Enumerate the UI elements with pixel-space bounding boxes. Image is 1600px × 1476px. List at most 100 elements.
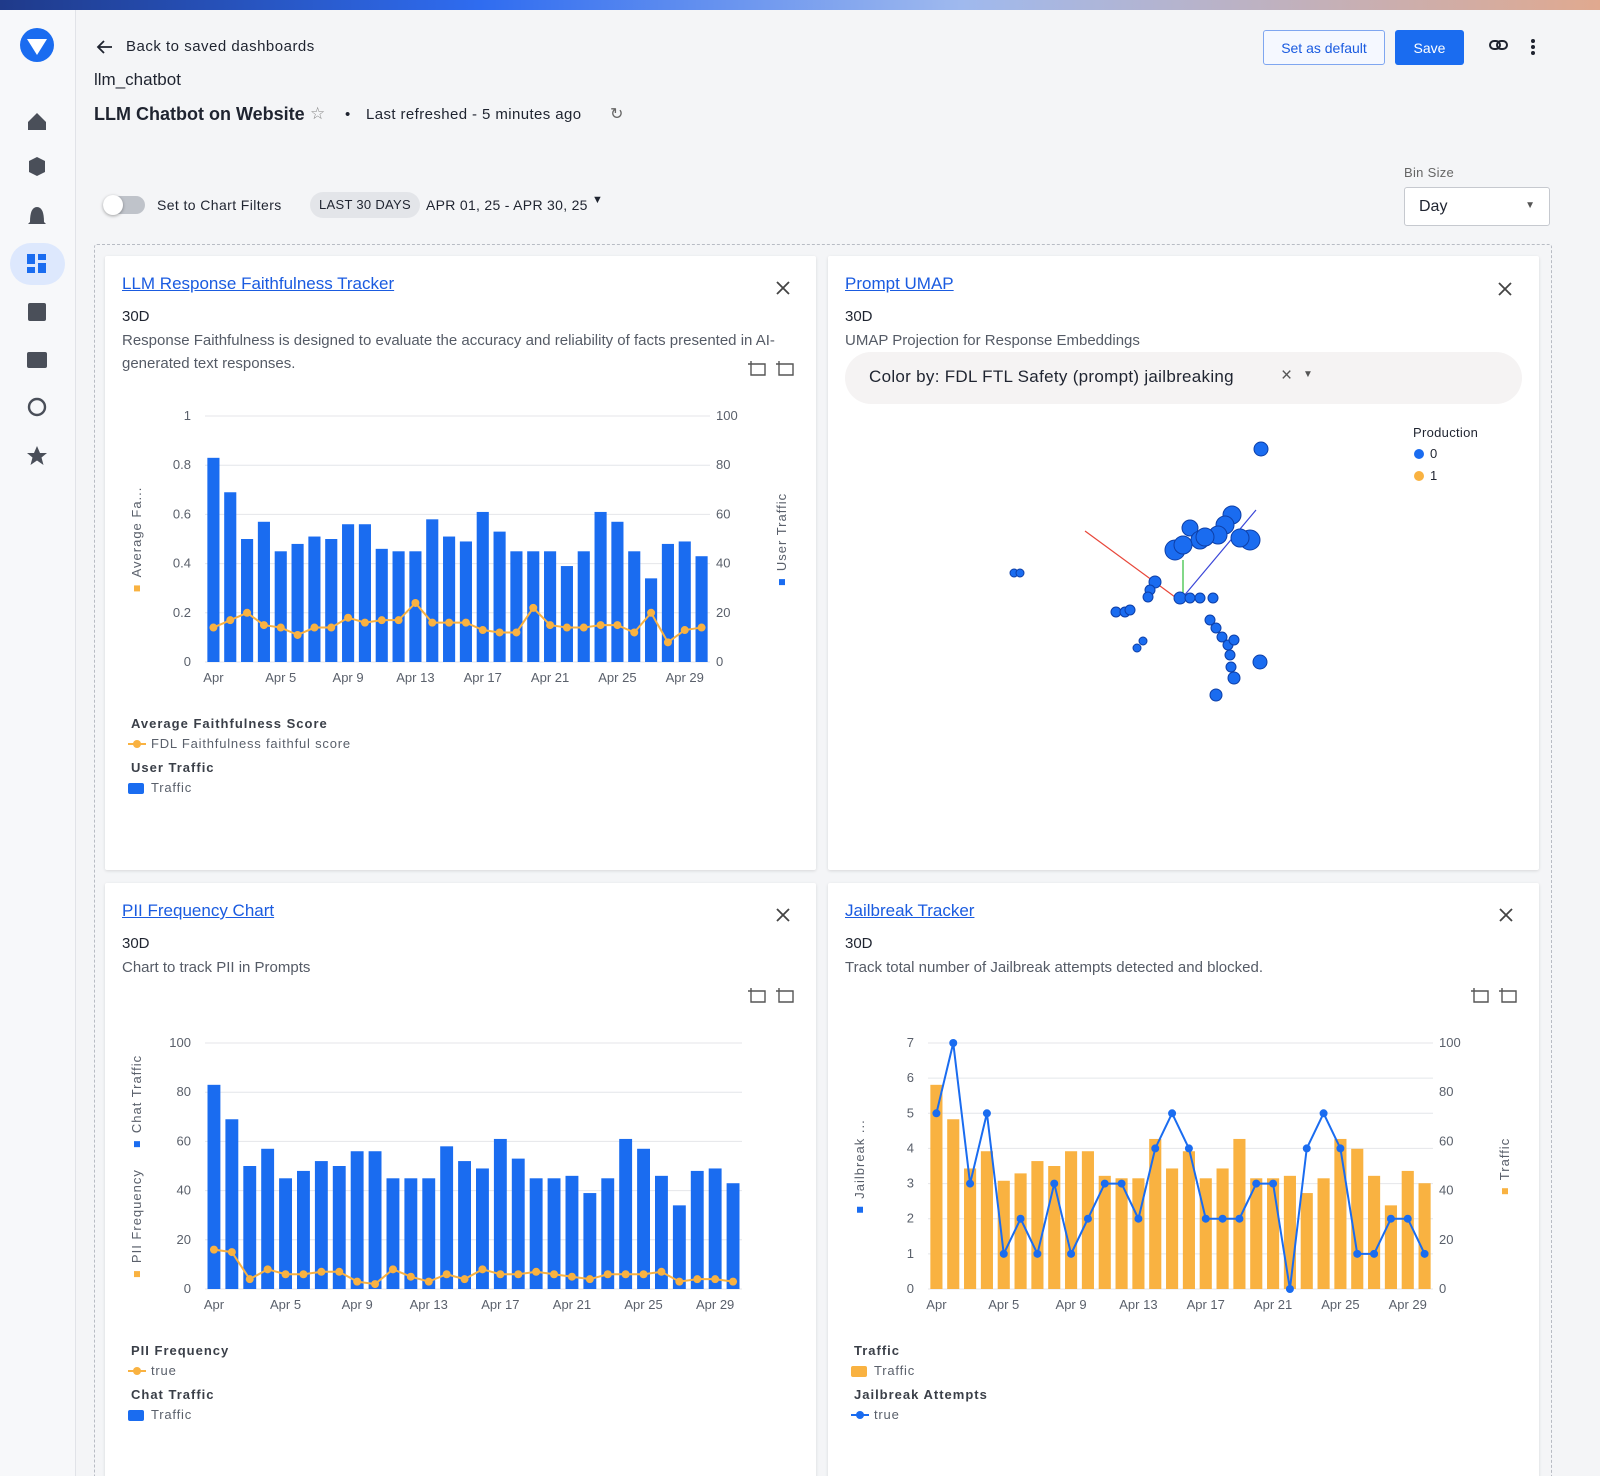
refresh-icon[interactable]: ↻ [610, 106, 624, 123]
legend-title: Production [1413, 425, 1479, 440]
nav-favorites[interactable] [27, 446, 47, 465]
line-point [680, 626, 689, 635]
bin-size-select[interactable]: Day ▼ [1404, 187, 1550, 226]
nav-alerts[interactable] [28, 207, 46, 224]
date-range[interactable]: APR 01, 25 - APR 30, 25 [426, 197, 588, 213]
bar [422, 1178, 436, 1289]
save-button[interactable]: Save [1395, 30, 1464, 65]
panel-action-icon[interactable] [1471, 988, 1489, 1003]
bar [225, 1119, 239, 1289]
close-button[interactable] [776, 908, 790, 922]
line-point [495, 628, 504, 637]
bar [1250, 1178, 1263, 1289]
bar [392, 551, 405, 662]
line-point [1100, 1179, 1109, 1188]
panel-title[interactable]: Prompt UMAP [845, 274, 954, 293]
legend-group-title: Jailbreak Attempts [854, 1387, 988, 1402]
nav-models[interactable] [29, 157, 45, 176]
close-button[interactable] [776, 281, 790, 295]
nav-dashboards[interactable] [27, 254, 46, 273]
line-point [276, 623, 285, 632]
more-icon[interactable] [1526, 38, 1540, 58]
panel-period: 30D [122, 935, 150, 952]
line-point [663, 638, 672, 647]
line-point [496, 1270, 505, 1279]
bar [279, 1178, 292, 1289]
panel-action-icon[interactable] [748, 361, 766, 376]
bar [690, 1170, 704, 1289]
legend-label: FDL Faithfulness faithful score [151, 736, 351, 751]
back-arrow[interactable] [95, 38, 115, 58]
nav-charts[interactable] [28, 303, 46, 321]
clear-icon[interactable]: × [1281, 365, 1293, 386]
bar [1065, 1151, 1078, 1289]
legend-group-title: User Traffic [131, 760, 215, 775]
bar [1300, 1193, 1313, 1289]
line-point [424, 1277, 433, 1286]
y2-tick-label: 80 [716, 457, 730, 472]
umap-point [1173, 591, 1187, 605]
axis-label-swatch [134, 1141, 140, 1148]
panel-action-icon[interactable] [776, 361, 794, 376]
bar [207, 457, 220, 662]
panel-title[interactable]: Jailbreak Tracker [845, 901, 975, 920]
y-tick-label: 100 [169, 1035, 191, 1050]
line-point [1117, 1179, 1126, 1188]
panel-action-icon[interactable] [1499, 988, 1517, 1003]
umap-points [1009, 441, 1269, 702]
x-tick-label: Apr 21 [553, 1297, 591, 1312]
line-point [344, 613, 353, 622]
bar [243, 1166, 257, 1289]
date-dropdown-arrow[interactable]: ▼ [592, 194, 603, 206]
panel-title[interactable]: LLM Response Faithfulness Tracker [122, 274, 395, 293]
close-button[interactable] [1499, 908, 1513, 922]
panel-title[interactable]: PII Frequency Chart [122, 901, 275, 920]
line-point [1336, 1144, 1345, 1153]
nav-home[interactable] [28, 113, 46, 130]
y-tick-label: 0.8 [173, 457, 191, 472]
nav-history[interactable] [27, 397, 47, 417]
umap-point [1228, 634, 1240, 646]
bar [560, 566, 573, 662]
toggle[interactable] [103, 195, 145, 215]
y2-tick-label: 20 [716, 605, 730, 620]
x-tick-label: Apr 5 [265, 670, 296, 685]
bar [1014, 1173, 1027, 1289]
link-icon[interactable] [1488, 36, 1510, 56]
line-point [353, 1277, 362, 1286]
line-point [243, 608, 252, 617]
panel-period: 30D [122, 308, 150, 325]
bar [583, 1193, 597, 1289]
range-chip[interactable]: LAST 30 DAYS [310, 192, 420, 218]
y-tick-label: 0.2 [173, 605, 191, 620]
chart: 0 1 2 3 4 5 6 7 0 20 40 60 80 100 Apr Apr 5 Apr 9 Apr 13 A… [851, 908, 1517, 1422]
axis-label-swatch [1502, 1188, 1508, 1195]
back-link[interactable]: Back to saved dashboards [126, 38, 315, 55]
x-tick-label: Apr 29 [696, 1297, 734, 1312]
line-point [442, 1270, 451, 1279]
umap-point [1195, 527, 1215, 547]
line-point [514, 1270, 523, 1279]
x-tick-label: Apr [204, 1297, 225, 1312]
color-by-select[interactable]: Color by: FDL FTL Safety (prompt) jailbr… [845, 352, 1522, 404]
bar [645, 578, 658, 662]
line-point [335, 1267, 344, 1276]
set-default-button[interactable]: Set as default [1263, 30, 1385, 65]
x-tick-label: Apr 9 [342, 1297, 373, 1312]
panel-action-icon[interactable] [776, 988, 794, 1003]
line-point [1285, 1285, 1294, 1293]
line-point [259, 621, 268, 630]
y2-tick-label: 100 [1439, 1035, 1461, 1050]
legend-swatch-dot [133, 1367, 141, 1375]
select-arrow[interactable]: ▼ [1303, 369, 1313, 380]
panel-period: 30D [845, 308, 873, 325]
axis-label: Chat Traffic [129, 1055, 144, 1133]
line [935, 1042, 1426, 1290]
panel-action-icon[interactable] [748, 988, 766, 1003]
close-button[interactable] [1496, 280, 1514, 298]
star-icon[interactable]: ☆ [310, 104, 326, 123]
y2-tick-label: 100 [716, 408, 738, 423]
bar [308, 536, 321, 662]
nav-files[interactable] [27, 352, 47, 368]
bar [476, 511, 489, 662]
